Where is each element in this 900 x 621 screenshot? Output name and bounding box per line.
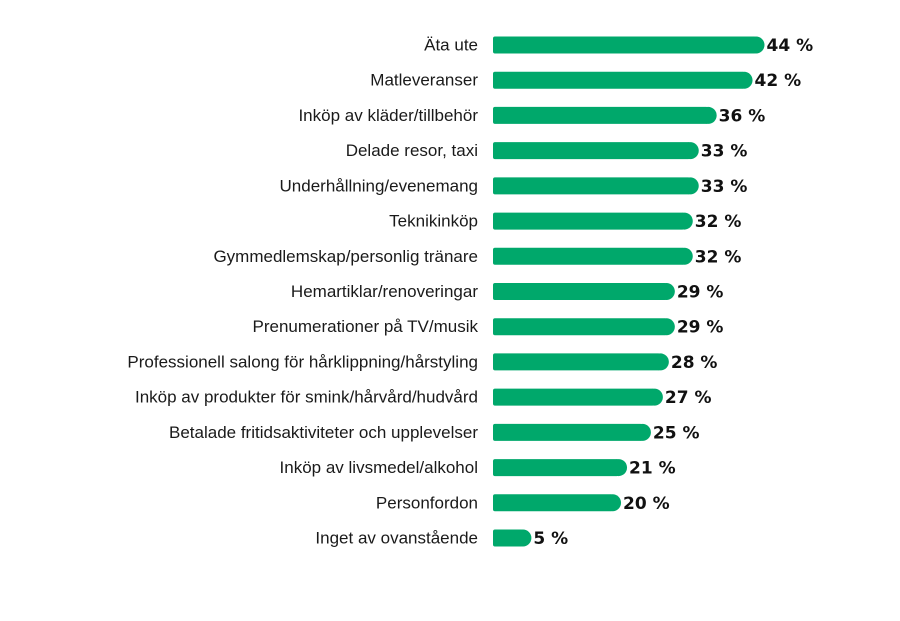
bar-cap — [735, 71, 753, 89]
category-label: Äta ute — [424, 36, 478, 55]
bar-cap — [699, 106, 717, 124]
value-label: 36 % — [719, 106, 766, 126]
category-label: Inköp av livsmedel/alkohol — [280, 458, 478, 477]
category-label: Teknikinköp — [389, 212, 478, 231]
bar — [493, 494, 613, 512]
category-label: Professionell salong för hårklippning/hå… — [127, 352, 478, 371]
bar — [493, 71, 745, 89]
value-labels: 44 % 42 % 36 % 33 % 33 % 32 % 32 % 29 % 29 % 28 %… — [533, 36, 813, 549]
value-label: 28 % — [671, 353, 718, 373]
bar-cap — [645, 388, 663, 406]
category-label: Delade resor, taxi — [346, 141, 478, 160]
bar — [493, 212, 685, 230]
value-label: 20 % — [623, 494, 670, 514]
bar-cap — [675, 212, 693, 230]
bar-cap — [657, 283, 675, 300]
bar — [493, 459, 619, 477]
category-labels: Äta ute Matleveranser Inköp av kläder/till… — [127, 36, 478, 548]
bar — [493, 388, 655, 406]
bar-cap — [651, 353, 669, 371]
value-label: 32 % — [695, 247, 742, 267]
category-label: Betalade fritidsaktiviteter och upplevel… — [169, 423, 478, 442]
bar — [493, 529, 523, 547]
category-label: Personfordon — [376, 493, 478, 512]
value-label: 25 % — [653, 423, 700, 443]
category-label: Matleveranser — [370, 71, 478, 90]
category-label: Inget av ovanstående — [315, 529, 478, 548]
bar — [493, 247, 685, 265]
value-label: 29 % — [677, 283, 724, 303]
category-label: Gymmedlemskap/personlig tränare — [213, 247, 478, 266]
bar-cap — [681, 177, 699, 195]
category-label: Hemartiklar/renoveringar — [291, 282, 478, 301]
bar — [493, 353, 661, 371]
value-label: 33 % — [701, 142, 748, 162]
bar — [493, 423, 643, 441]
bar — [493, 177, 691, 195]
value-label: 42 % — [755, 71, 802, 91]
bar-cap — [681, 142, 699, 160]
bar-cap — [604, 494, 622, 512]
bars — [493, 36, 765, 547]
bar-cap — [657, 318, 675, 336]
bar-cap — [514, 529, 532, 547]
bar-cap — [747, 36, 765, 54]
category-label: Prenumerationer på TV/musik — [252, 317, 478, 336]
value-label: 21 % — [629, 459, 676, 479]
value-label: 32 % — [695, 212, 742, 232]
bar-cap — [675, 247, 693, 265]
bar — [493, 318, 667, 336]
category-label: Inköp av produkter för smink/hårvård/hud… — [135, 388, 478, 407]
bar — [493, 36, 756, 54]
value-label: 5 % — [533, 529, 568, 549]
bar-cap — [633, 423, 651, 441]
category-label: Underhållning/evenemang — [280, 176, 478, 195]
bar — [493, 142, 691, 160]
bar-cap — [610, 459, 628, 477]
value-label: 29 % — [677, 318, 724, 338]
bar — [493, 283, 667, 300]
bar — [493, 106, 709, 124]
value-label: 27 % — [665, 388, 712, 408]
value-label: 33 % — [701, 177, 748, 197]
value-label: 44 % — [767, 36, 814, 56]
category-label: Inköp av kläder/tillbehör — [298, 106, 478, 125]
